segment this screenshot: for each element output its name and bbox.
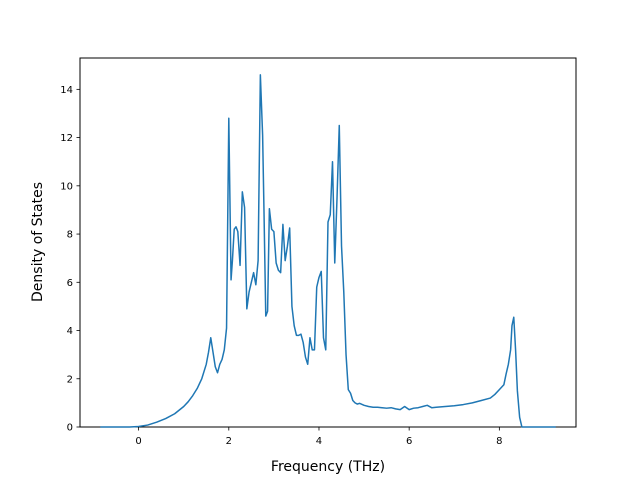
y-axis-label: Density of States — [30, 182, 46, 302]
y-tick-label: 8 — [67, 230, 73, 241]
dos-series-line — [100, 74, 556, 428]
y-tick-label: 2 — [67, 374, 73, 385]
x-axis-ticks: 0 2 4 6 8 — [135, 427, 503, 447]
y-tick-label: 6 — [67, 278, 73, 289]
x-tick-label: 2 — [226, 436, 232, 447]
y-tick-label: 4 — [67, 326, 73, 337]
plot-area — [79, 57, 577, 428]
x-tick-label: 0 — [135, 436, 141, 447]
x-axis-label: Frequency (THz) — [271, 459, 385, 475]
y-tick-label: 12 — [60, 133, 73, 144]
x-tick-label: 4 — [316, 436, 322, 447]
x-tick-label: 6 — [406, 436, 412, 447]
y-axis-ticks: 0 2 4 6 8 10 12 14 — [60, 85, 80, 434]
y-tick-label: 0 — [67, 423, 73, 434]
x-tick-label: 8 — [496, 436, 502, 447]
axes-frame — [79, 57, 577, 428]
y-tick-label: 14 — [60, 85, 73, 96]
y-tick-label: 10 — [60, 181, 73, 192]
